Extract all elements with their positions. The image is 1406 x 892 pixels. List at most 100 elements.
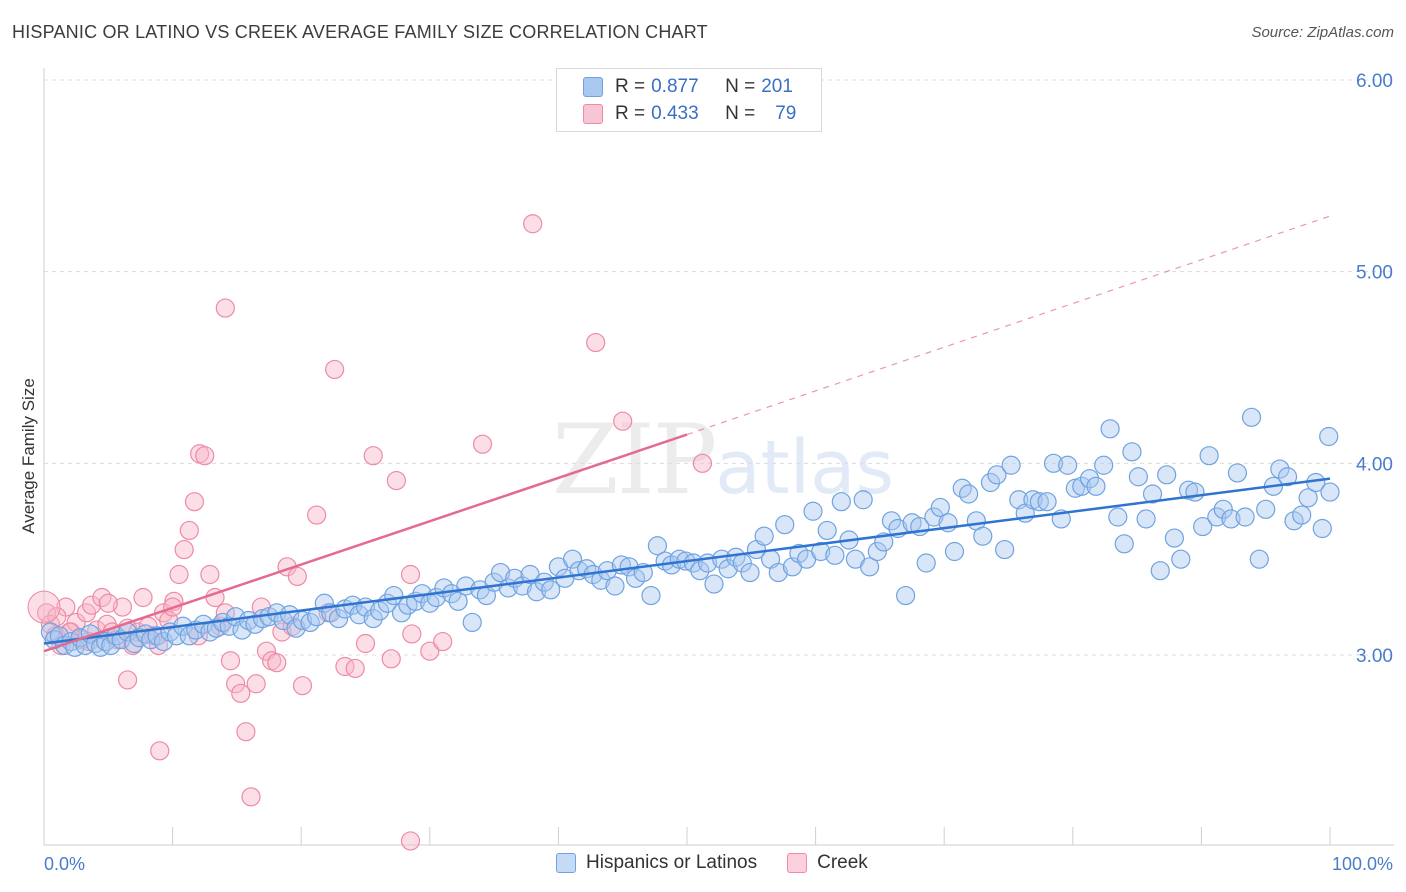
hispanics-point: [1312, 518, 1332, 539]
legend-item-hispanics[interactable]: Hispanics or Latinos: [556, 852, 757, 874]
hispanics-point: [1249, 549, 1269, 569]
creek-trend-extension: [686, 215, 1331, 436]
hispanics-point: [1122, 442, 1142, 462]
creek-point: [184, 492, 205, 512]
hispanics-point: [896, 585, 916, 606]
hispanics-point: [1185, 482, 1205, 502]
hispanics-point: [775, 515, 795, 535]
hispanics-point: [712, 549, 732, 569]
watermark-atlas: atlas: [715, 425, 895, 511]
hispanics-legend-swatch: [556, 853, 576, 873]
hispanics-point: [541, 580, 561, 600]
creek-point: [613, 411, 633, 431]
hispanics-point: [1270, 459, 1290, 479]
hispanics-point: [219, 616, 239, 636]
hispanics-point: [391, 603, 412, 623]
creek-point: [692, 453, 713, 473]
creek-point: [226, 674, 246, 694]
hispanics-point: [625, 568, 646, 588]
hispanics-point: [462, 612, 482, 633]
y-tick-label: 5.00: [1356, 263, 1393, 284]
hispanics-point: [803, 501, 823, 521]
hispanics-point: [867, 541, 887, 562]
hispanics-point: [825, 545, 845, 565]
creek-point: [195, 446, 215, 466]
creek-point: [292, 676, 313, 696]
hispanics-point: [916, 553, 936, 573]
hispanics-point: [1136, 509, 1156, 529]
legend-item-creek[interactable]: Creek: [787, 852, 868, 874]
hispanics-point: [924, 507, 944, 527]
hispanics-point: [605, 576, 625, 596]
creek-point: [433, 631, 453, 652]
hispanics-point: [987, 465, 1007, 485]
creek-point: [36, 603, 57, 623]
hispanics-point: [1207, 507, 1227, 527]
hispanics-point: [853, 490, 873, 510]
hispanics-point: [1100, 419, 1120, 439]
creek-trend-line: [43, 433, 688, 653]
creek-point: [472, 434, 493, 454]
hispanics-swatch: [583, 77, 603, 97]
creek-point: [307, 505, 327, 525]
creek-point: [169, 564, 189, 585]
r-value: 0.877: [651, 76, 699, 97]
n-value: 79: [775, 103, 797, 124]
hispanics-point: [448, 591, 468, 611]
creek-point: [117, 670, 138, 690]
hispanics-point: [1277, 467, 1298, 487]
creek-point: [586, 332, 606, 353]
hispanics-point: [831, 492, 851, 512]
hispanics-trend-line: [43, 477, 1331, 645]
hispanics-point: [1213, 499, 1233, 519]
n-value: 201: [761, 76, 793, 97]
hispanics-point: [1241, 407, 1262, 427]
hispanics-point: [1043, 453, 1064, 473]
creek-point: [402, 624, 422, 644]
hispanics-point: [1164, 528, 1184, 548]
series-legend: Hispanics or Latinos Creek: [556, 852, 898, 874]
creek-point: [355, 633, 376, 654]
creek-point: [81, 595, 102, 615]
creek-point: [386, 470, 406, 491]
hispanics-point: [1108, 507, 1128, 527]
r-label: R =: [615, 103, 646, 124]
hispanics-point: [881, 511, 902, 531]
chart-title: HISPANIC OR LATINO VS CREEK AVERAGE FAMI…: [12, 22, 708, 42]
hispanics-point: [1298, 488, 1318, 508]
creek-point: [98, 593, 118, 613]
hispanics-point: [1037, 492, 1057, 512]
hispanics-point: [1157, 465, 1177, 485]
hispanics-point: [1171, 549, 1191, 569]
hispanics-point: [1001, 455, 1021, 475]
creek-point: [150, 741, 170, 761]
stats-legend: R = 0.877 N = 201 R = 0.433 N = 79: [556, 68, 822, 132]
hispanics-point: [1284, 511, 1304, 531]
hispanics-point: [995, 539, 1015, 560]
hispanics-point: [1235, 507, 1255, 527]
hispanics-point: [286, 618, 306, 638]
legend-label-creek: Creek: [817, 852, 868, 873]
n-label: N =: [725, 103, 756, 124]
watermark: ZIPatlas: [552, 404, 894, 516]
creek-point: [133, 587, 153, 608]
r-value: 0.433: [651, 103, 699, 124]
hispanics-point: [718, 559, 738, 579]
hispanics-point: [817, 520, 837, 541]
hispanics-point: [101, 635, 121, 656]
y-tick-label: 6.00: [1356, 71, 1393, 92]
creek-point: [246, 674, 266, 694]
creek-swatch: [583, 104, 603, 124]
hispanics-point: [641, 585, 661, 606]
hispanics-point: [930, 497, 950, 518]
r-label: R =: [615, 76, 646, 97]
y-axis-label: Average Family Size: [19, 378, 38, 534]
hispanics-point: [1319, 426, 1339, 447]
hispanics-point: [370, 601, 390, 621]
creek-point: [325, 359, 345, 380]
watermark-zip: ZIP: [552, 404, 717, 516]
hispanics-point: [647, 536, 668, 556]
hispanics-point: [811, 541, 831, 562]
creek-legend-swatch: [787, 853, 808, 873]
hispanics-point: [1199, 446, 1219, 466]
